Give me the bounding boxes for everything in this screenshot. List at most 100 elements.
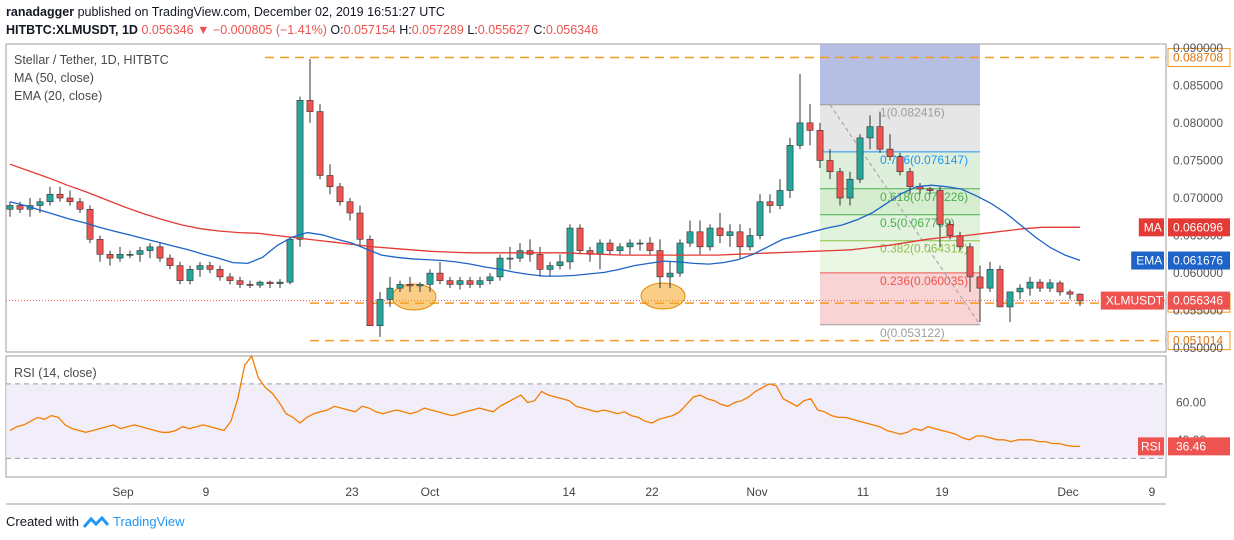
- level-badge-value: 0.088708: [1173, 50, 1223, 64]
- price-badge-value: 0.066096: [1173, 220, 1223, 234]
- candle-down: [406, 284, 414, 287]
- time-axis-tick: 22: [645, 485, 659, 499]
- candle-down: [976, 276, 984, 289]
- down-arrow-icon: ▼: [197, 23, 210, 37]
- low-label: L:: [467, 23, 478, 37]
- candle-down: [956, 235, 964, 248]
- support-highlight-circle: [640, 282, 686, 310]
- close-value: 0.056346: [545, 23, 599, 37]
- candle-up: [686, 231, 694, 244]
- candle-up: [386, 287, 394, 300]
- candle-up: [1046, 282, 1054, 289]
- candle-down: [926, 188, 934, 191]
- fibonacci-retracement[interactable]: 1(0.082416)0.786(0.076147)0.618(0.071226…: [820, 44, 981, 340]
- chart-title: Stellar / Tether, 1D, HITBTC: [14, 53, 169, 67]
- candle-down: [56, 193, 64, 199]
- fib-zone: [820, 104, 980, 152]
- candle-down: [1066, 291, 1074, 295]
- candle-down: [1036, 281, 1044, 289]
- price-badge-label-box: [1131, 251, 1164, 270]
- candle-down: [336, 186, 344, 203]
- candle-up: [396, 284, 404, 289]
- open-value: 0.057154: [343, 23, 396, 37]
- footer: Created with TradingView: [6, 514, 185, 529]
- publish-header: ranadagger published on TradingView.com,…: [6, 5, 445, 19]
- price-badge-value: 0.056346: [1173, 294, 1223, 308]
- candle-up: [476, 280, 484, 285]
- candle-down: [656, 250, 664, 278]
- candle-up: [376, 299, 384, 327]
- candle-down: [816, 130, 824, 161]
- candle-down: [156, 246, 164, 259]
- symbol-header: HITBTC:XLMUSDT, 1D 0.056346 ▼ −0.000805 …: [6, 23, 598, 37]
- time-axis-tick: Oct: [421, 485, 440, 499]
- candle-up: [36, 201, 44, 206]
- candle-down: [606, 242, 614, 251]
- candle-down: [696, 231, 704, 248]
- candle-down: [306, 100, 314, 112]
- time-axis-tick: 9: [1149, 485, 1156, 499]
- candle-up: [756, 201, 764, 236]
- candle-up: [676, 242, 684, 274]
- rsi-current-value: 36.46: [1176, 439, 1206, 453]
- candle-down: [96, 239, 104, 255]
- low-value: 0.055627: [477, 23, 530, 37]
- candle-down: [1056, 282, 1064, 293]
- candle-down: [266, 281, 274, 284]
- candle-down: [826, 160, 834, 173]
- price-badges: MA 0.066096 EMA 0.061676 XLMUSDT 0.056346: [1100, 218, 1230, 310]
- candle-down: [876, 126, 884, 150]
- rsi-value-badge: [1168, 437, 1230, 456]
- candle-down: [836, 171, 844, 199]
- candle-down: [946, 223, 954, 236]
- candle-up: [556, 261, 564, 266]
- symbol-name: HITBTC:XLMUSDT, 1D: [6, 23, 138, 37]
- author-link[interactable]: ranadagger: [6, 5, 75, 19]
- candle-down: [176, 265, 184, 281]
- price-axis-tick: 0.085000: [1173, 78, 1223, 92]
- price-axis-tick: 0.080000: [1173, 116, 1223, 130]
- ma-legend[interactable]: MA (50, close): [14, 71, 94, 85]
- ema-line: [9, 184, 1081, 277]
- fib-zone: [820, 272, 980, 325]
- candle-down: [226, 276, 234, 281]
- candle-up: [746, 235, 754, 248]
- candle-down: [366, 239, 374, 327]
- candle-up: [286, 239, 294, 283]
- rsi-current-badge: [1138, 437, 1164, 456]
- candle-up: [116, 254, 124, 259]
- high-value: 0.057289: [411, 23, 464, 37]
- ma-line: [9, 163, 1080, 256]
- candle-up: [296, 100, 304, 240]
- candle-down: [806, 122, 814, 131]
- price-badge-value-box: [1168, 218, 1230, 237]
- candle-up: [866, 126, 874, 139]
- price-axis-tick: 0.090000: [1173, 41, 1223, 55]
- candle-up: [506, 257, 514, 260]
- tradingview-logo-icon: [82, 515, 109, 528]
- candle-down: [906, 171, 914, 188]
- price-badge-label: XLMUSDT: [1106, 294, 1164, 308]
- price-badge-value-box: [1168, 291, 1230, 310]
- rsi-legend[interactable]: RSI (14, close): [14, 366, 97, 380]
- price-pane-border: [5, 43, 1167, 353]
- time-axis-tick: 9: [203, 485, 210, 499]
- candle-up: [626, 242, 634, 248]
- candle-up: [546, 265, 554, 270]
- candle-up: [276, 281, 284, 284]
- candle-up: [786, 145, 794, 191]
- ema-legend[interactable]: EMA (20, close): [14, 89, 103, 103]
- time-axis-tick: Sep: [112, 485, 134, 499]
- candle-up: [846, 178, 854, 199]
- candle-down: [576, 227, 584, 251]
- candle-down: [246, 284, 254, 286]
- price-axis-tick: 0.075000: [1173, 153, 1223, 167]
- candle-up: [726, 231, 734, 236]
- tradingview-link[interactable]: TradingView: [112, 514, 185, 529]
- rsi-line: [9, 354, 1081, 448]
- price-change: −0.000805 (−1.41%): [212, 23, 327, 37]
- price-axis-tick: 0.050000: [1173, 341, 1223, 355]
- level-badge-value: 0.051014: [1173, 334, 1223, 348]
